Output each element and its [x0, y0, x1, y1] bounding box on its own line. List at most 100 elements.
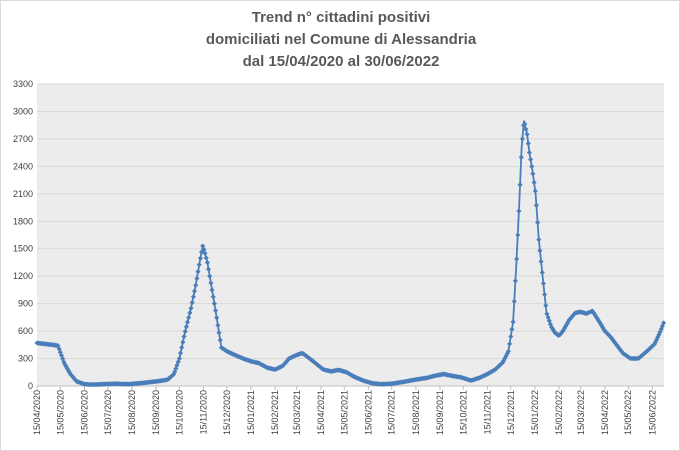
series-point — [535, 219, 541, 225]
series-point — [196, 262, 202, 268]
x-tick-label: 15/12/2021 — [506, 390, 516, 435]
y-tick-label: 600 — [18, 326, 33, 336]
y-tick-label: 1800 — [13, 216, 33, 226]
series-point — [186, 314, 192, 321]
series-point — [189, 299, 195, 306]
series-point — [530, 171, 536, 177]
chart-title: Trend n° cittadini positivi domiciliati … — [206, 9, 477, 70]
x-tick-label: 15/10/2021 — [458, 390, 468, 435]
x-tick-label: 15/08/2021 — [411, 390, 421, 435]
x-tick-label: 15/10/2020 — [174, 390, 184, 435]
x-tick-label: 15/04/2022 — [600, 390, 610, 435]
series-point — [543, 302, 549, 309]
series-point — [529, 163, 535, 169]
series-point — [176, 355, 182, 362]
y-tick-label: 2700 — [13, 134, 33, 144]
series-point — [208, 280, 214, 286]
series-point — [182, 328, 188, 334]
y-tick-label: 1200 — [13, 271, 33, 281]
x-tick-label: 15/01/2021 — [246, 390, 256, 435]
series-point — [201, 247, 207, 253]
series-point — [188, 305, 194, 311]
series-point — [184, 319, 191, 325]
x-axis: 15/04/2020 15/05/2020 15/06/2020 15/07/2020… — [32, 386, 657, 435]
series-point — [197, 255, 203, 261]
x-tick-label: 15/01/2022 — [530, 390, 540, 435]
series-point — [190, 294, 196, 300]
series-point — [207, 273, 213, 279]
x-tick-label: 15/11/2021 — [482, 390, 492, 434]
x-tick-label: 15/12/2020 — [222, 390, 232, 435]
series-point — [187, 310, 193, 316]
x-tick-label: 15/04/2020 — [32, 390, 42, 435]
series-point — [542, 291, 548, 298]
series-point — [526, 150, 532, 156]
x-tick-label: 15/09/2021 — [435, 390, 445, 435]
y-tick-label: 3300 — [13, 79, 33, 89]
series-point — [531, 179, 537, 185]
series-point — [181, 334, 187, 340]
y-tick-label: 0 — [28, 381, 33, 391]
series-point — [180, 339, 186, 345]
series-point — [507, 341, 513, 347]
series-point — [508, 334, 514, 340]
series-point — [505, 348, 511, 354]
y-tick-label: 300 — [18, 354, 33, 364]
series-point — [661, 320, 667, 326]
x-tick-label: 15/11/2020 — [198, 390, 208, 434]
series-point — [211, 301, 217, 307]
chart-title-line-3: dal 15/04/2020 al 30/06/2022 — [243, 53, 440, 70]
series-point — [533, 202, 539, 208]
x-tick-label: 15/02/2021 — [270, 390, 280, 435]
series-point — [511, 298, 517, 304]
series-point — [179, 345, 185, 351]
series-point — [209, 287, 215, 293]
series-point — [191, 288, 198, 294]
plot-area — [37, 84, 664, 386]
series-point — [216, 330, 222, 336]
series-point — [510, 319, 516, 325]
chart-title-line-2: domiciliati nel Comune di Alessandria — [206, 31, 477, 48]
gridlines — [37, 83, 664, 387]
series-point — [195, 269, 201, 275]
series-point — [177, 350, 184, 356]
x-tick-label: 15/06/2020 — [79, 390, 89, 435]
x-tick-label: 15/06/2021 — [363, 390, 373, 435]
y-tick-label: 900 — [18, 299, 33, 309]
series-point — [538, 258, 544, 265]
x-tick-label: 15/09/2020 — [151, 390, 161, 435]
series-point — [204, 259, 210, 266]
series-point — [217, 337, 223, 343]
x-tick-label: 15/07/2021 — [387, 390, 397, 435]
series-point — [193, 282, 199, 288]
y-tick-label: 2400 — [13, 161, 33, 171]
x-tick-label: 15/02/2022 — [554, 390, 564, 435]
y-tick-label: 1500 — [13, 244, 33, 254]
series-point — [539, 269, 545, 276]
series-point — [202, 250, 208, 256]
series-point — [516, 208, 522, 214]
series-point — [210, 294, 216, 300]
y-axis: 0 300 600 900 1200 1500 1800 2100 2400 2700 3000 33… — [13, 79, 33, 391]
series-point — [509, 326, 515, 332]
series-point — [205, 266, 212, 272]
x-tick-label: 15/03/2022 — [576, 390, 586, 435]
x-tick-label: 15/06/2022 — [647, 390, 657, 435]
series-point — [183, 324, 189, 330]
x-tick-label: 15/05/2022 — [623, 390, 633, 435]
x-tick-label: 15/04/2021 — [316, 390, 326, 435]
x-tick-label: 15/08/2020 — [127, 390, 137, 435]
series-point — [212, 307, 219, 314]
y-tick-label: 3000 — [13, 106, 33, 116]
series-layer — [34, 120, 667, 388]
x-tick-label: 15/05/2020 — [55, 390, 65, 435]
chart-title-line-1: Trend n° cittadini positivi — [252, 9, 431, 26]
series-point — [537, 248, 543, 254]
y-tick-label: 2100 — [13, 189, 33, 199]
x-tick-label: 15/03/2021 — [292, 390, 302, 435]
series-point — [215, 322, 221, 328]
series-point — [214, 315, 220, 321]
series-point — [194, 275, 200, 282]
